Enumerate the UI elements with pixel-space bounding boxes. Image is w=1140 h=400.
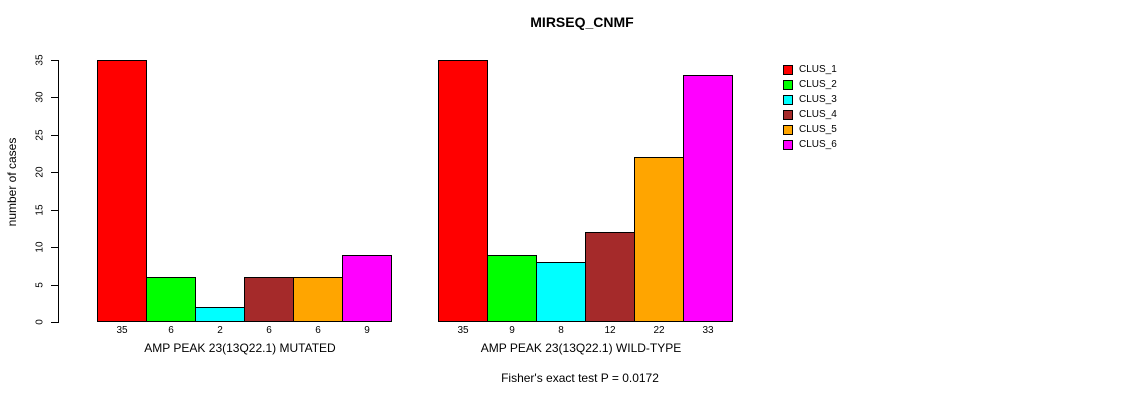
legend-item-clus_2: CLUS_2 — [783, 77, 837, 92]
legend-swatch-clus_4 — [783, 109, 793, 120]
y-axis-tick-label: 20 — [34, 166, 46, 178]
bar-value-label: 2 — [217, 325, 223, 336]
y-axis-tick-label: 25 — [34, 129, 46, 141]
y-axis-tick — [51, 172, 58, 174]
y-axis-tick — [51, 209, 58, 211]
bar-value-label: 22 — [653, 325, 665, 336]
legend: CLUS_1 CLUS_2 CLUS_3 CLUS_4 CLUS_5 CLUS_6 — [783, 62, 837, 152]
legend-item-clus_1: CLUS_1 — [783, 62, 837, 77]
bar-value-label: 33 — [702, 325, 714, 336]
y-axis-tick-label: 10 — [34, 241, 46, 253]
fisher-test-note: Fisher's exact test P = 0.0172 — [501, 371, 659, 385]
legend-item-clus_3: CLUS_3 — [783, 92, 837, 107]
x-axis-label-wild-type: AMP PEAK 23(13Q22.1) WILD-TYPE — [480, 341, 682, 355]
legend-label: CLUS_4 — [799, 109, 837, 120]
y-axis-tick-label: 5 — [34, 281, 46, 288]
x-axis-label-mutated: AMP PEAK 23(13Q22.1) MUTATED — [144, 341, 336, 355]
bar-panel0-clus_3 — [195, 307, 245, 322]
y-axis-tick-label: 0 — [34, 319, 46, 325]
y-axis-tick — [51, 97, 58, 99]
bar-panel0-clus_5 — [293, 277, 343, 322]
legend-label: CLUS_5 — [799, 124, 837, 135]
y-axis-tick — [51, 134, 58, 136]
legend-item-clus_6: CLUS_6 — [783, 137, 837, 152]
bar-value-label: 6 — [266, 325, 272, 336]
legend-item-clus_4: CLUS_4 — [783, 107, 837, 122]
legend-swatch-clus_6 — [783, 139, 793, 150]
legend-label: CLUS_3 — [799, 94, 837, 105]
legend-swatch-clus_1 — [783, 64, 793, 75]
bar-panel0-clus_6 — [342, 254, 392, 322]
y-axis-label: number of cases — [5, 137, 19, 227]
legend-swatch-clus_3 — [783, 94, 793, 105]
bar-value-label: 9 — [509, 325, 515, 336]
y-axis-tick-label: 35 — [34, 54, 46, 66]
legend-label: CLUS_6 — [799, 139, 837, 150]
bar-panel1-clus_1 — [438, 60, 488, 322]
bar-panel1-clus_3 — [536, 262, 586, 322]
bar-panel0-clus_1 — [97, 60, 147, 322]
bar-value-label: 12 — [604, 325, 616, 336]
y-axis-tick-label: 15 — [34, 204, 46, 216]
bar-panel1-clus_5 — [634, 157, 684, 322]
bar-panel0-clus_4 — [244, 277, 294, 322]
bar-panel1-clus_2 — [487, 254, 537, 322]
y-axis-tick — [51, 60, 58, 61]
bar-value-label: 35 — [116, 325, 128, 336]
y-axis-line — [58, 60, 59, 323]
bar-value-label: 9 — [364, 325, 370, 336]
y-axis-tick-label: 30 — [34, 91, 46, 103]
legend-label: CLUS_2 — [799, 79, 837, 90]
legend-item-clus_5: CLUS_5 — [783, 122, 837, 137]
legend-label: CLUS_1 — [799, 64, 837, 75]
chart-title: MIRSEQ_CNMF — [530, 14, 634, 30]
bar-value-label: 6 — [168, 325, 174, 336]
y-axis-tick — [51, 247, 58, 249]
bar-panel0-clus_2 — [146, 277, 196, 322]
legend-swatch-clus_2 — [783, 79, 793, 90]
y-axis-tick — [51, 322, 58, 323]
legend-swatch-clus_5 — [783, 124, 793, 135]
bar-value-label: 6 — [315, 325, 321, 336]
bar-panel1-clus_6 — [683, 74, 733, 322]
bar-value-label: 35 — [457, 325, 469, 336]
bar-value-label: 8 — [558, 325, 564, 336]
bar-panel1-clus_4 — [585, 232, 635, 322]
y-axis-tick — [51, 284, 58, 286]
